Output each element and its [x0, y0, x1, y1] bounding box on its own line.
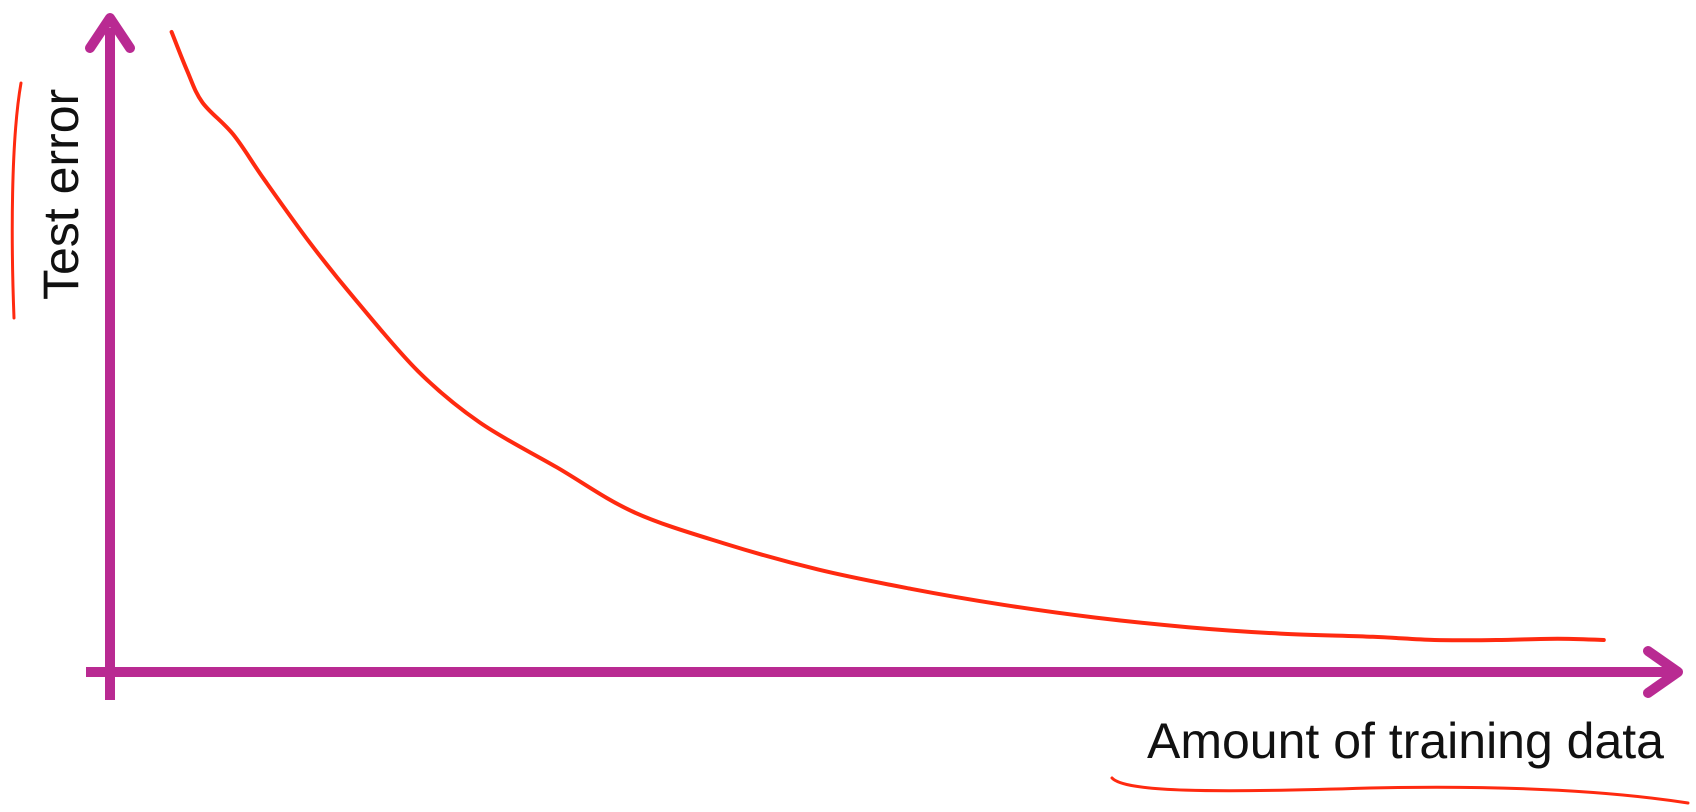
annotations	[10, 81, 1690, 805]
y-axis-label: Test error	[33, 89, 89, 300]
x-label-underline	[1110, 776, 1690, 805]
y-label-underline	[10, 81, 23, 320]
y-axis-arrowhead	[85, 13, 135, 53]
axes	[85, 13, 1683, 700]
x-axis-label: Amount of training data	[1147, 713, 1664, 769]
test-error-curve-0	[169, 30, 1606, 643]
series-layer	[169, 30, 1606, 643]
x-axis-arrowhead	[1643, 646, 1683, 698]
